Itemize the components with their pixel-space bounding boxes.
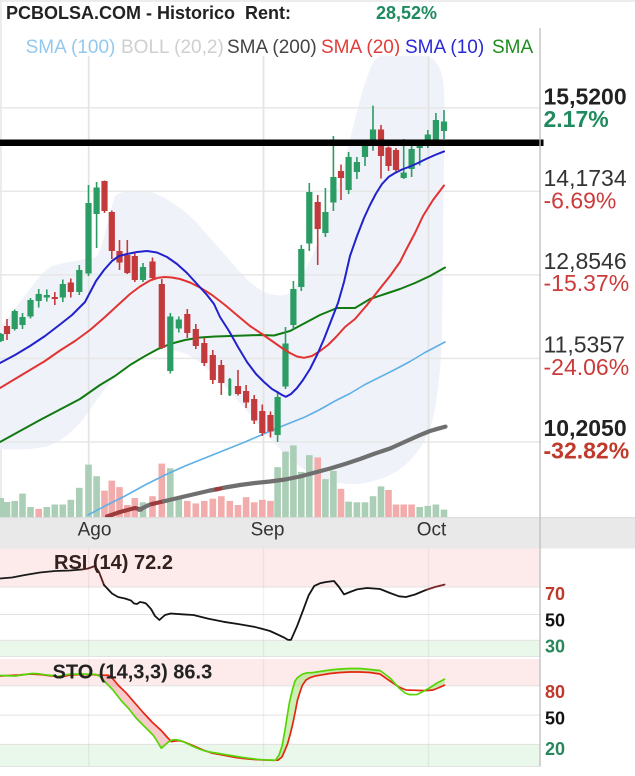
svg-text:11,5357: 11,5357: [544, 332, 625, 358]
svg-text:70: 70: [545, 584, 565, 604]
svg-text:80: 80: [545, 682, 565, 702]
svg-text:SMA (10): SMA (10): [405, 37, 484, 58]
svg-text:2.17%: 2.17%: [544, 106, 609, 132]
svg-text:BOLL (20,2): BOLL (20,2): [121, 37, 224, 58]
svg-text:-15.37%: -15.37%: [544, 270, 630, 296]
svg-text:-24.06%: -24.06%: [544, 354, 630, 380]
svg-text:10,2050: 10,2050: [544, 415, 627, 441]
svg-text:Sep: Sep: [251, 520, 285, 541]
svg-text:SMA (200): SMA (200): [227, 37, 317, 58]
svg-text:50: 50: [545, 611, 565, 631]
svg-text:50: 50: [545, 709, 565, 729]
svg-text:14,1734: 14,1734: [544, 165, 627, 191]
svg-text:28,52%: 28,52%: [376, 3, 437, 23]
svg-text:20: 20: [545, 739, 565, 759]
svg-text:RSI (14) 72.2: RSI (14) 72.2: [54, 552, 173, 574]
svg-text:30: 30: [545, 637, 565, 657]
svg-text:12,8546: 12,8546: [544, 248, 627, 274]
svg-text:SMA (100): SMA (100): [26, 37, 116, 58]
svg-text:15,5200: 15,5200: [544, 83, 627, 109]
svg-text:Oct: Oct: [417, 520, 447, 541]
svg-text:SMA: SMA: [492, 37, 534, 58]
svg-text:-32.82%: -32.82%: [544, 438, 630, 464]
svg-text:-6.69%: -6.69%: [544, 188, 617, 214]
svg-text:PCBOLSA.COM - Historico Rent:: PCBOLSA.COM - Historico Rent:: [6, 3, 291, 23]
svg-text:STO (14,3,3) 86.3: STO (14,3,3) 86.3: [53, 662, 213, 684]
svg-text:Ago: Ago: [78, 520, 112, 541]
svg-text:SMA (20): SMA (20): [321, 37, 400, 58]
